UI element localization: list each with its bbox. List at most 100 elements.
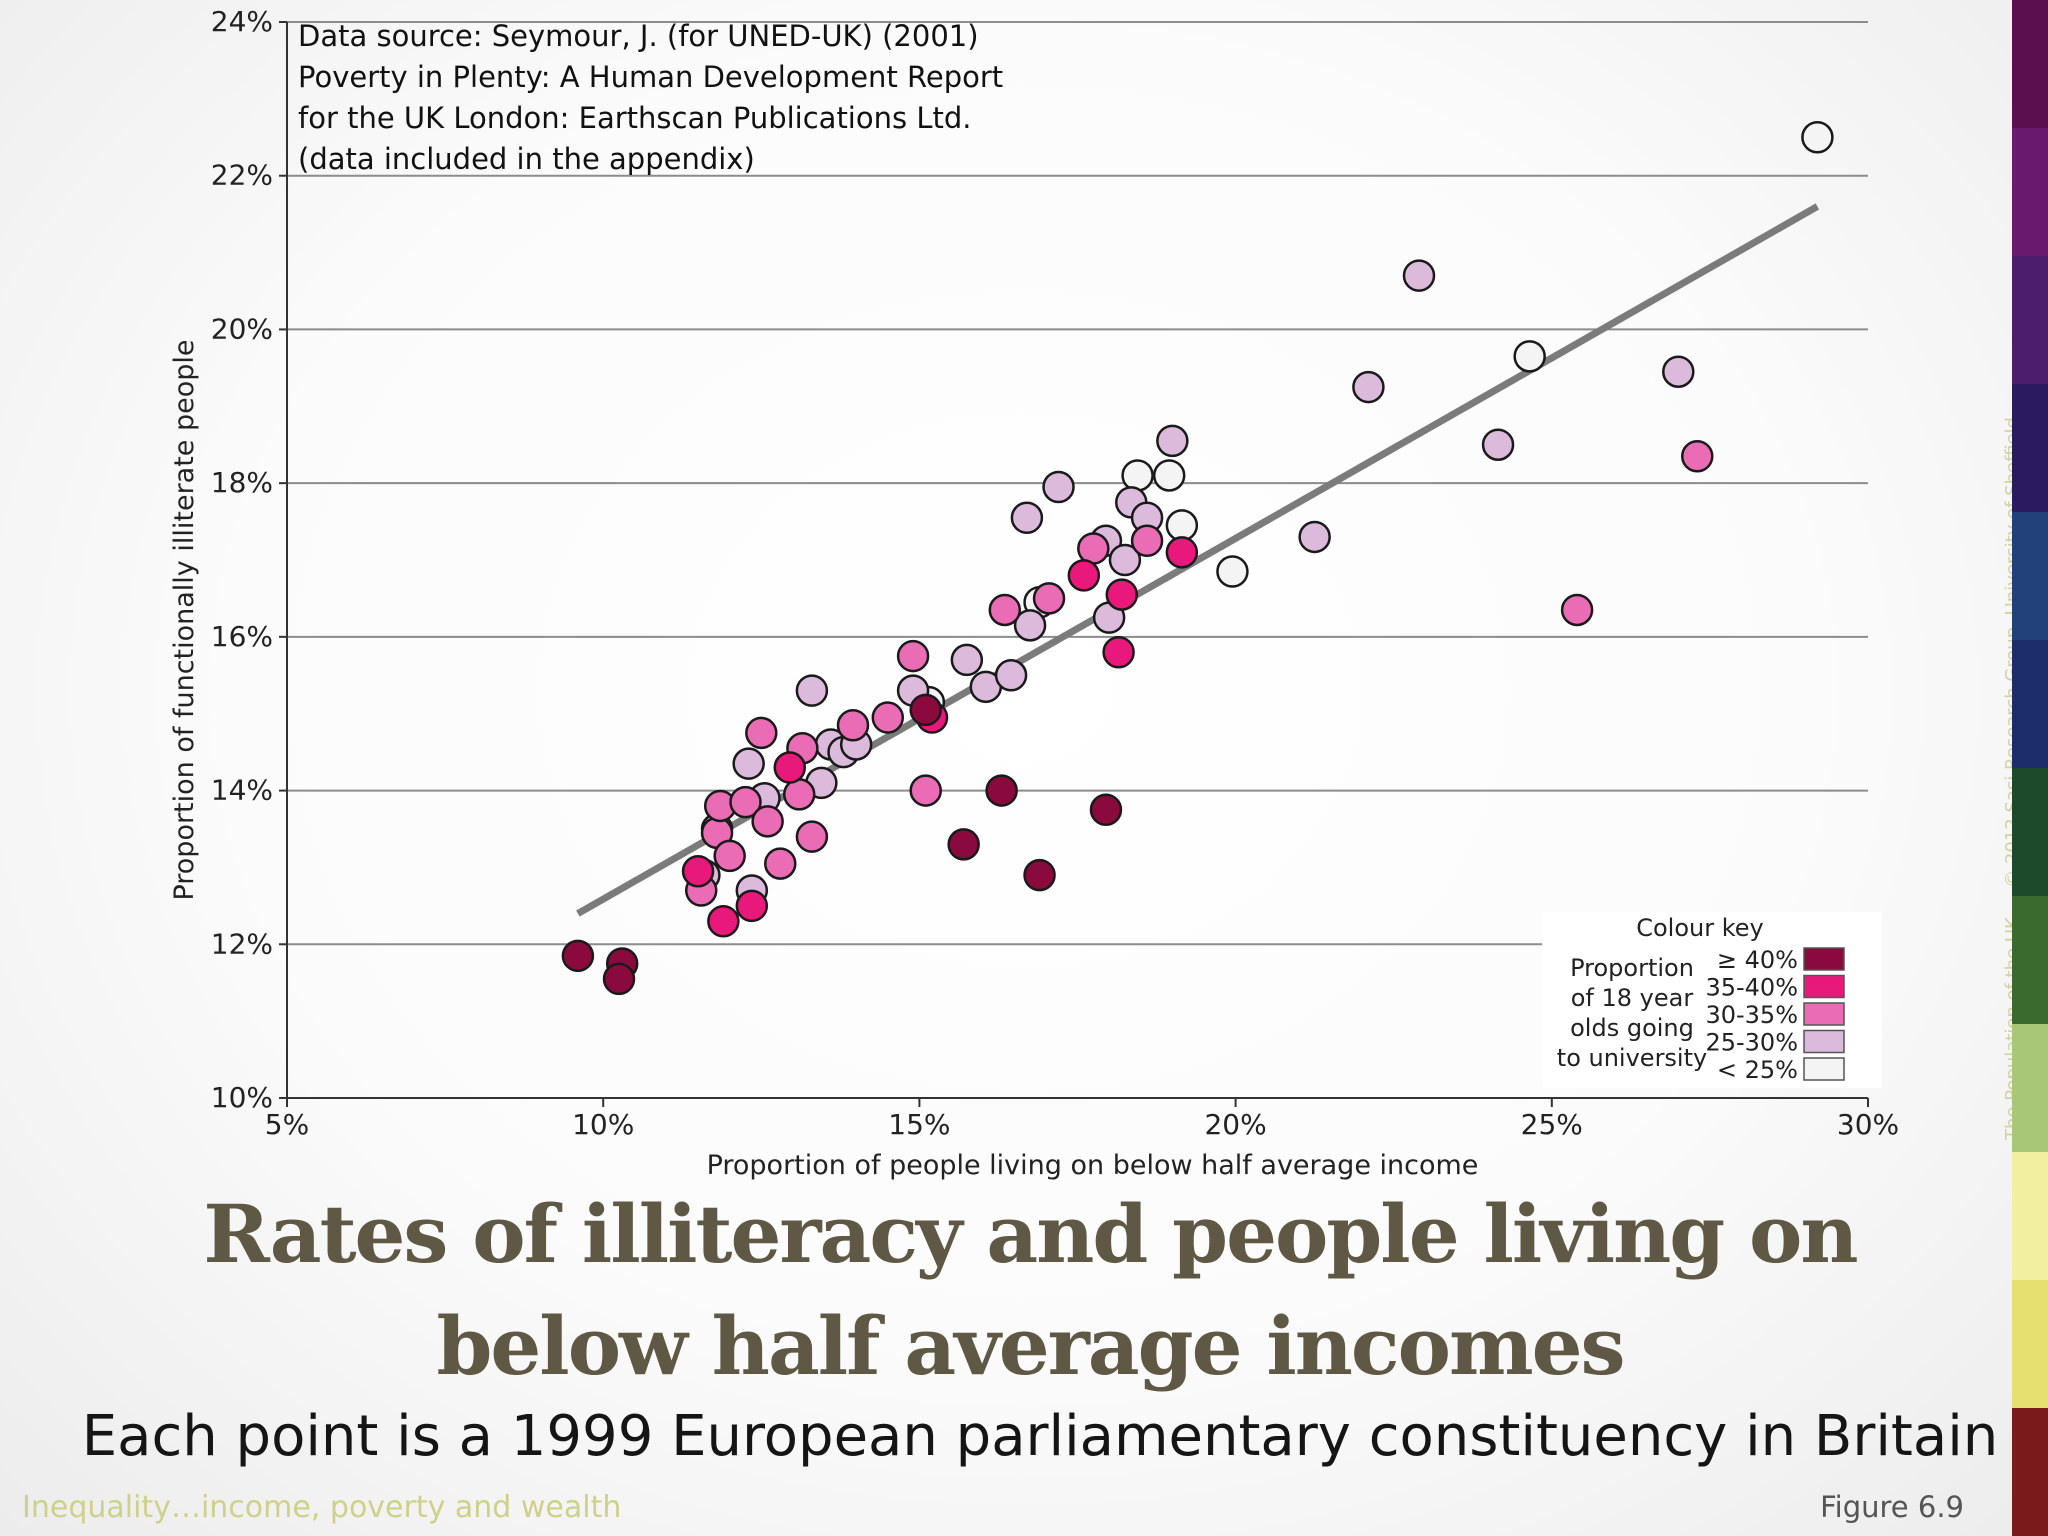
data-point	[795, 820, 829, 853]
color-bar-segment	[2012, 512, 2048, 640]
legend-item-label: 25-30%	[1705, 1029, 1798, 1057]
data-point	[1352, 370, 1385, 404]
color-bar-segment	[2012, 768, 2048, 896]
color-bar-segment	[2012, 1024, 2048, 1152]
data-point	[985, 774, 1018, 807]
y-tick-label: 16%	[211, 620, 273, 653]
data-point	[729, 785, 762, 819]
data-point	[1801, 121, 1834, 154]
data-point	[1105, 578, 1139, 611]
source-line: Data source: Seymour, J. (for UNED-UK) (…	[298, 19, 979, 53]
legend-item-label: 35-40%	[1705, 974, 1798, 1002]
data-point	[1023, 858, 1056, 892]
data-point	[1077, 532, 1110, 565]
data-point	[950, 643, 984, 677]
data-point	[751, 805, 784, 838]
legend-items: ≥ 40%35-40%30-35%25-30%< 25%	[1705, 946, 1845, 1084]
figure-number: Figure 6.9	[1820, 1490, 1964, 1524]
data-point	[764, 847, 797, 880]
x-tick-label: 30%	[1837, 1108, 1899, 1141]
data-point	[1032, 582, 1066, 615]
x-tick-label: 25%	[1521, 1108, 1583, 1141]
legend-description-line: to university	[1557, 1044, 1707, 1072]
data-point	[947, 828, 980, 861]
legend-description-line: of 18 year	[1571, 984, 1694, 1012]
color-bar-segment	[2012, 0, 2048, 128]
legend-description-line: Proportion	[1570, 954, 1694, 982]
data-point	[1108, 543, 1142, 577]
color-bar-segment	[2012, 128, 2048, 256]
source-line: (data included in the appendix)	[298, 142, 755, 176]
data-point	[561, 939, 595, 973]
decorative-color-bar	[2012, 0, 2048, 1536]
legend-item-label: ≥ 40%	[1717, 946, 1798, 974]
data-point	[681, 855, 715, 888]
data-point	[782, 778, 816, 811]
data-point	[1560, 593, 1594, 627]
y-tick-label: 20%	[211, 312, 273, 345]
legend-swatch	[1803, 1002, 1845, 1026]
data-point	[994, 659, 1028, 692]
y-tick-label: 22%	[211, 159, 273, 192]
data-point	[1165, 536, 1199, 569]
data-point	[1152, 459, 1186, 492]
source-line: for the UK London: Earthscan Publication…	[298, 101, 971, 135]
y-tick-labels: 10% 12% 14% 16% 18% 20% 22% 24%	[211, 5, 273, 1114]
legend-swatch	[1803, 1057, 1845, 1081]
x-tick-label: 20%	[1204, 1108, 1266, 1141]
data-point	[1130, 524, 1164, 558]
data-point	[1067, 559, 1101, 592]
data-point	[871, 701, 905, 734]
data-point	[1298, 520, 1331, 554]
data-point	[988, 593, 1022, 627]
legend-description-line: olds going	[1570, 1014, 1694, 1042]
data-points	[561, 121, 1834, 996]
color-bar-segment	[2012, 896, 2048, 1024]
y-tick-label: 18%	[211, 466, 273, 499]
data-point	[713, 839, 746, 873]
data-point	[735, 889, 769, 923]
x-tick-label: 5%	[265, 1108, 309, 1141]
y-tick-label: 14%	[211, 774, 273, 807]
data-point	[1102, 635, 1135, 669]
axes	[286, 22, 1868, 1099]
data-point	[602, 962, 636, 996]
data-point	[1513, 340, 1546, 373]
legend-swatch	[1803, 1029, 1845, 1054]
color-bar-segment	[2012, 1152, 2048, 1280]
color-bar-segment	[2012, 640, 2048, 768]
data-point	[1662, 355, 1695, 388]
data-point	[773, 751, 807, 784]
data-point	[795, 674, 829, 707]
data-point	[745, 716, 778, 750]
data-point	[1165, 509, 1199, 542]
source-note: Data source: Seymour, J. (for UNED-UK) (…	[298, 19, 1003, 176]
legend-swatch	[1803, 947, 1845, 971]
color-bar-segment	[2012, 1408, 2048, 1536]
colour-key-legend: Colour key Proportion of 18 year olds go…	[1542, 912, 1882, 1088]
legend-title: Colour key	[1636, 914, 1764, 942]
data-point	[1156, 424, 1189, 458]
data-point	[1216, 555, 1249, 588]
legend-swatch	[1803, 974, 1845, 999]
data-point	[707, 904, 740, 938]
color-bar-segment	[2012, 384, 2048, 512]
data-point	[1121, 459, 1154, 492]
color-bar-segment	[2012, 256, 2048, 384]
data-point	[1010, 501, 1044, 534]
data-point	[1402, 259, 1436, 292]
y-tick-label: 10%	[211, 1081, 273, 1114]
data-point	[1481, 428, 1515, 461]
data-point	[1089, 793, 1123, 827]
legend-item-label: < 25%	[1717, 1056, 1798, 1084]
y-tick-label: 24%	[211, 5, 273, 38]
color-bar-segment	[2012, 1280, 2048, 1408]
data-point	[1681, 439, 1714, 473]
y-axis-title: Proportion of functionally illiterate pe…	[169, 339, 200, 900]
data-point	[1013, 609, 1047, 642]
footer-course-title: Inequality…income, poverty and wealth	[22, 1490, 622, 1525]
scatter-chart: 10% 12% 14% 16% 18% 20% 22% 24% 5% 10% 15% 20% 25% 3…	[169, 5, 1899, 1180]
y-tick-label: 12%	[211, 927, 273, 960]
x-tick-label: 15%	[888, 1108, 950, 1141]
data-point	[909, 693, 942, 727]
